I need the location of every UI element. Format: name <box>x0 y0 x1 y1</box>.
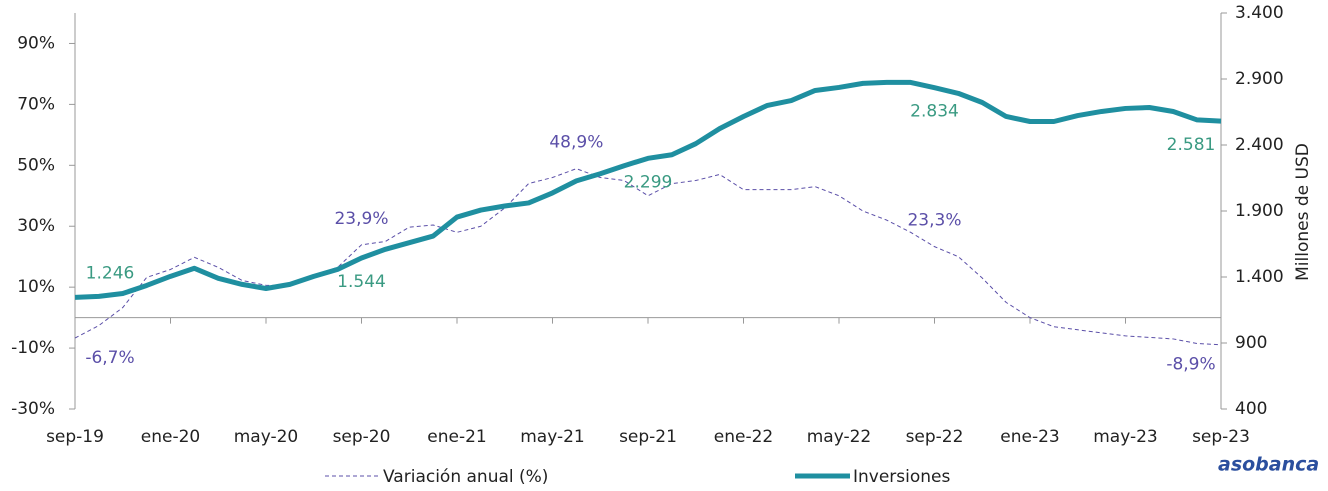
x-tick-label: sep-22 <box>906 427 964 447</box>
x-tick-label: may-23 <box>1093 427 1158 447</box>
data-label: 1.544 <box>337 272 386 292</box>
data-label: -8,9% <box>1166 355 1215 375</box>
x-tick-label: may-21 <box>520 427 585 447</box>
x-tick-label: ene-22 <box>714 427 773 447</box>
data-label: 48,9% <box>549 133 603 153</box>
y-tick-label: -30% <box>11 399 55 419</box>
y2-tick-label: 2.400 <box>1235 135 1284 155</box>
x-tick-label: sep-20 <box>333 427 391 447</box>
data-label: 1.246 <box>86 263 135 283</box>
y-tick-label: 50% <box>17 155 55 175</box>
x-tick-label: sep-23 <box>1192 427 1250 447</box>
y2-tick-label: 1.400 <box>1235 267 1284 287</box>
x-tick-label: sep-21 <box>619 427 677 447</box>
x-tick-label: may-20 <box>234 427 299 447</box>
y-tick-label: -10% <box>11 338 55 358</box>
logo: asobanca <box>1218 454 1319 476</box>
data-label: -6,7% <box>85 348 134 368</box>
series-line <box>74 79 1222 300</box>
y-tick-label: 30% <box>17 216 55 236</box>
x-tick-label: ene-20 <box>141 427 200 447</box>
series-line <box>74 168 1222 346</box>
legend-label: Variación anual (%) <box>383 467 548 487</box>
y-tick-label: 70% <box>17 94 55 114</box>
y-tick-label: 10% <box>17 277 55 297</box>
data-label: 23,9% <box>334 209 388 229</box>
y2-tick-label: 900 <box>1235 333 1267 353</box>
x-tick-label: may-22 <box>807 427 872 447</box>
data-label: 23,3% <box>907 211 961 231</box>
y2-tick-label: 400 <box>1235 399 1267 419</box>
data-label: 2.581 <box>1167 135 1216 155</box>
data-label: 2.834 <box>910 102 959 122</box>
y2-tick-label: 1.900 <box>1235 201 1284 221</box>
legend-label: Inversiones <box>853 467 951 487</box>
y2-tick-label: 3.400 <box>1235 3 1284 23</box>
x-tick-label: sep-19 <box>46 427 104 447</box>
data-label: 2.299 <box>624 172 673 192</box>
y-tick-label: 90% <box>17 33 55 53</box>
y2-axis-label: Millones de USD <box>1293 143 1313 281</box>
y2-tick-label: 2.900 <box>1235 69 1284 89</box>
x-tick-label: ene-23 <box>1000 427 1059 447</box>
x-tick-label: ene-21 <box>427 427 486 447</box>
